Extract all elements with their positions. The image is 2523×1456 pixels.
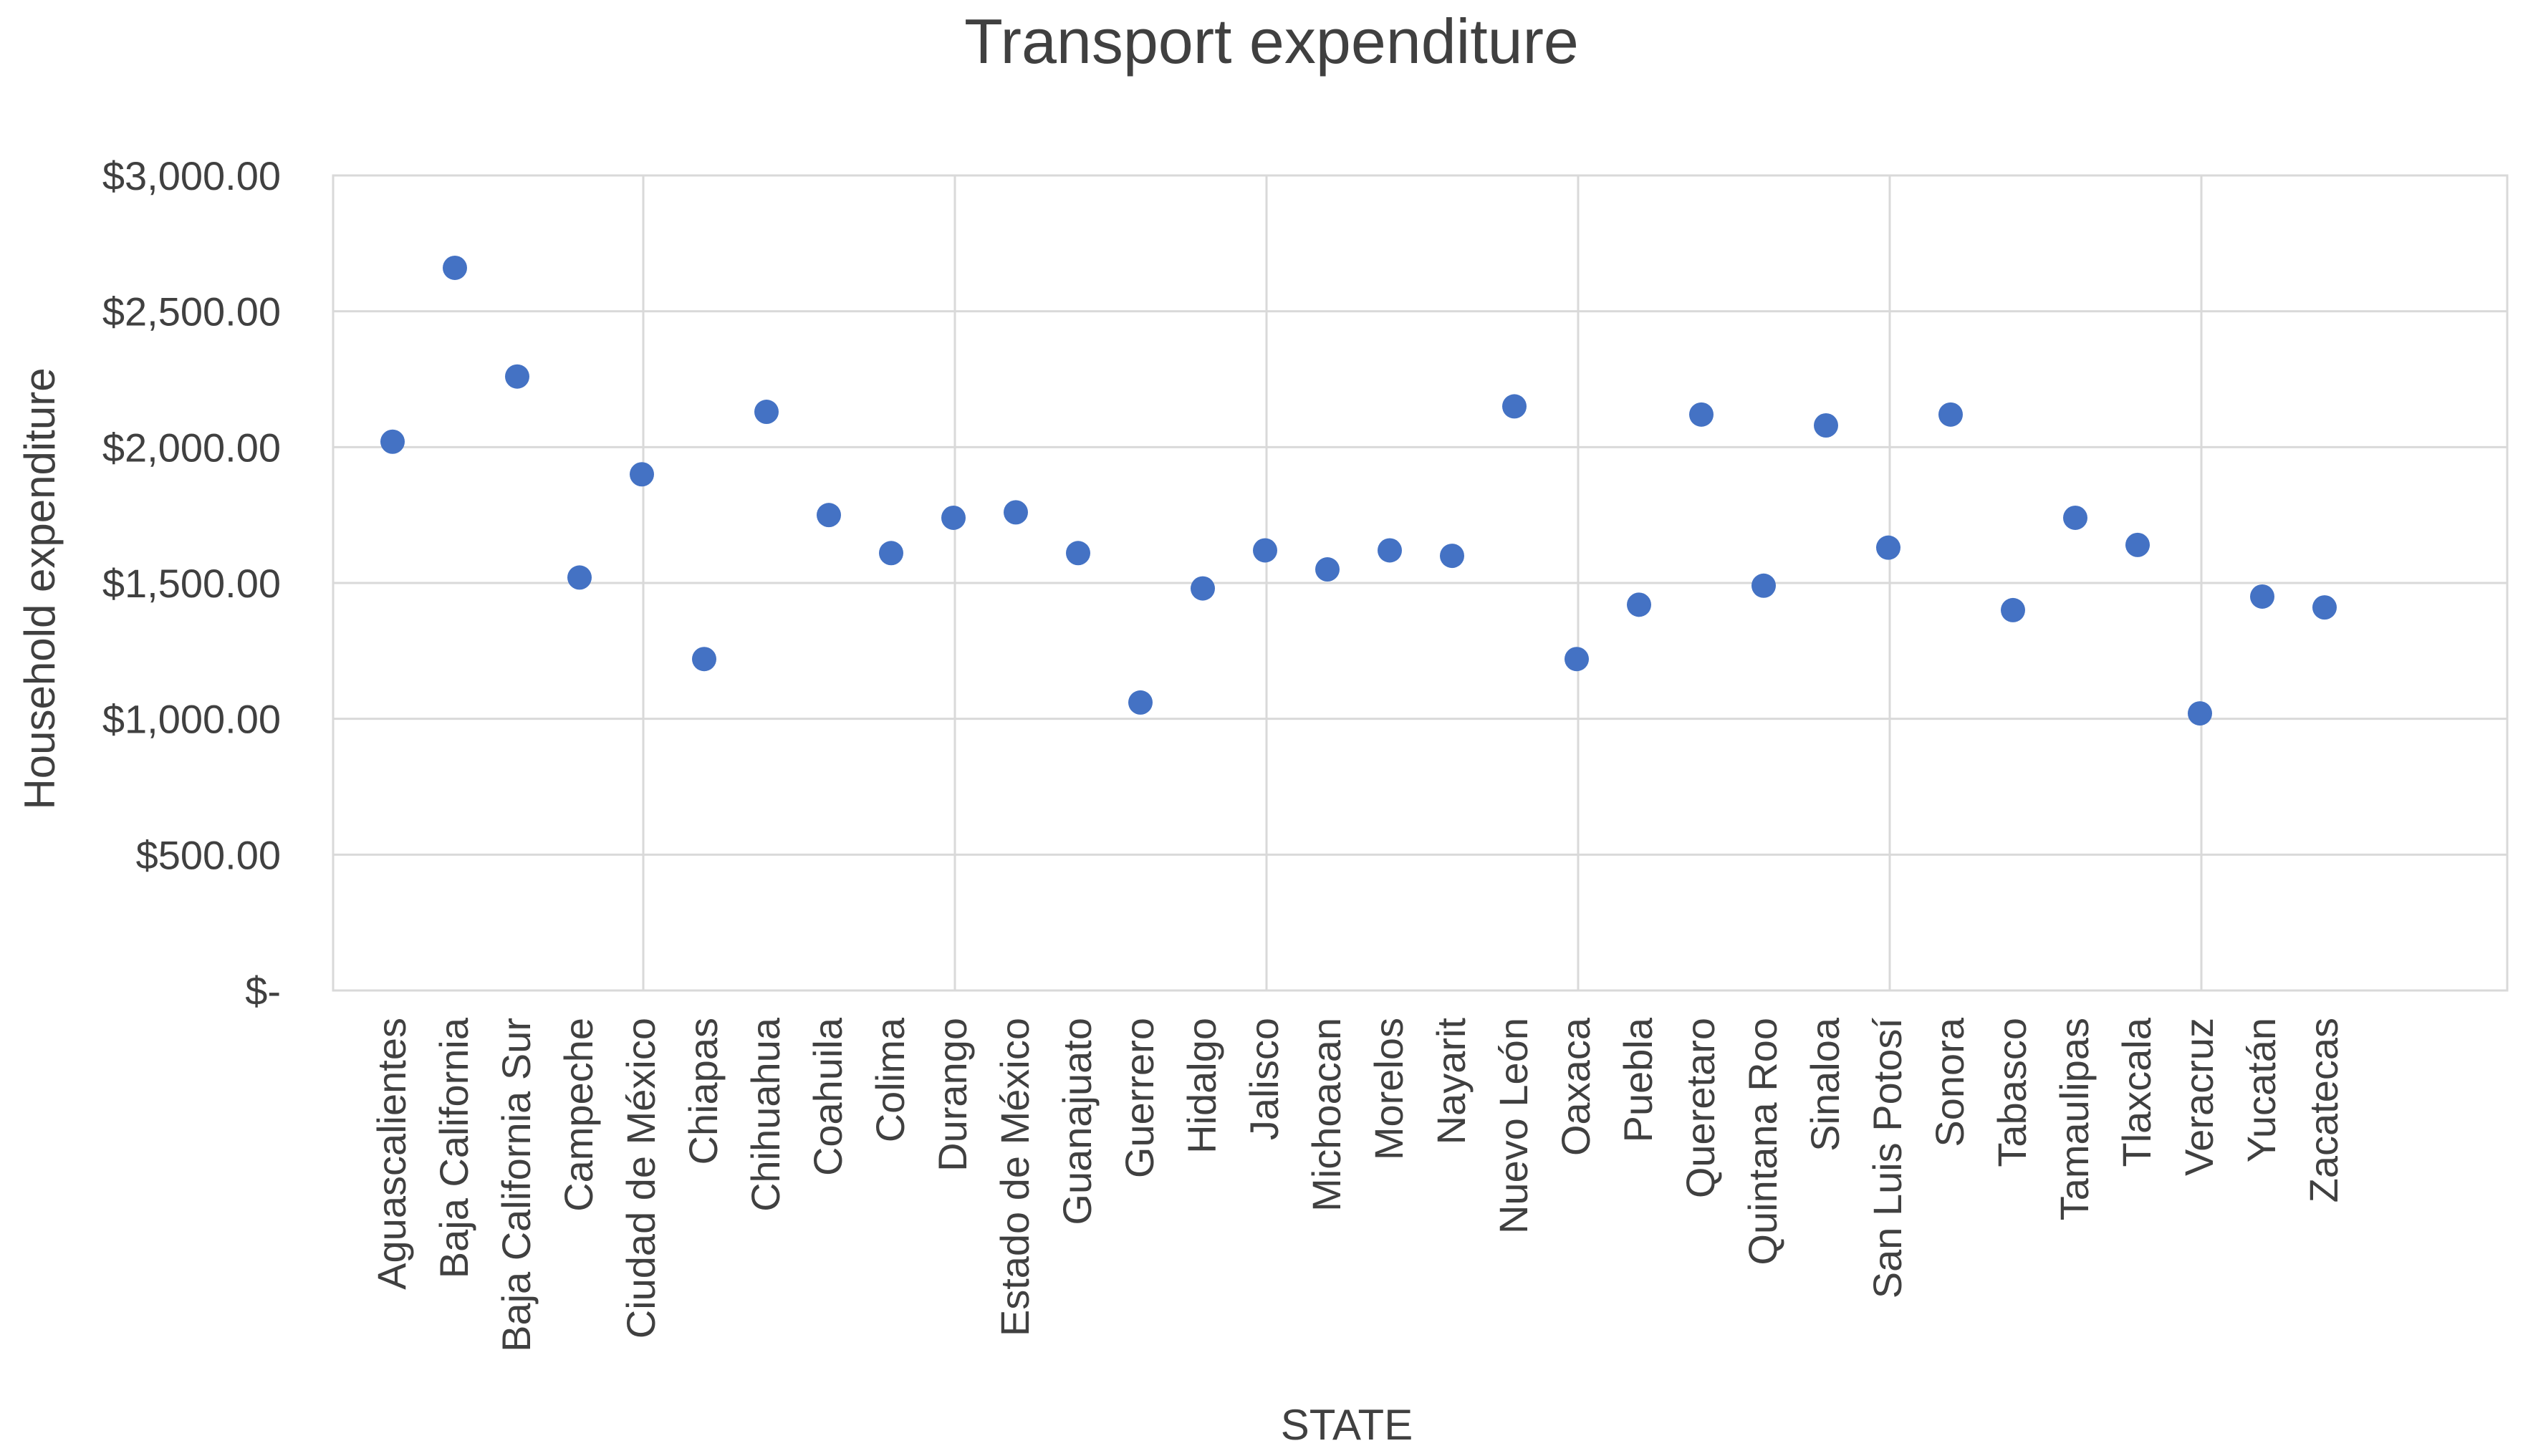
- data-point: [2312, 595, 2337, 620]
- x-tick-label: Yucatán: [2239, 1018, 2284, 1162]
- x-tick-label: Sonora: [1927, 1017, 1972, 1147]
- x-tick-label: Queretaro: [1678, 1018, 1723, 1198]
- data-point: [941, 505, 966, 530]
- data-point: [2125, 532, 2150, 557]
- x-tick-label: Morelos: [1366, 1018, 1411, 1160]
- data-point: [1378, 538, 1402, 563]
- x-tick-label: Campeche: [556, 1018, 601, 1212]
- plot-area-border: [332, 174, 2509, 992]
- x-tick-label: Michoacan: [1304, 1018, 1349, 1212]
- y-tick-label: $1,500.00: [102, 561, 281, 606]
- x-tick-label: San Luis Potosí: [1865, 1018, 1910, 1299]
- data-point: [754, 400, 779, 425]
- data-point: [630, 462, 654, 487]
- x-tick-label: Aguascalientes: [369, 1018, 414, 1290]
- y-tick-label: $-: [245, 968, 281, 1013]
- data-point: [692, 647, 716, 672]
- x-tick-label: Baja California Sur: [494, 1018, 539, 1352]
- data-point: [2188, 701, 2212, 726]
- x-tick-label: Tlaxcala: [2114, 1017, 2159, 1167]
- data-point: [879, 541, 903, 566]
- x-tick-label: Coahuila: [805, 1017, 850, 1176]
- data-point: [1128, 690, 1153, 715]
- y-tick-label: $2,000.00: [102, 425, 281, 470]
- x-tick-label: Chiapas: [681, 1018, 726, 1165]
- chart-title: Transport expenditure: [964, 6, 1579, 77]
- data-point: [2001, 597, 2025, 622]
- data-point: [2250, 584, 2274, 609]
- data-point: [1751, 573, 1776, 598]
- data-point: [443, 255, 467, 280]
- y-tick-label: $1,000.00: [102, 697, 281, 742]
- x-tick-label: Colima: [868, 1017, 913, 1142]
- data-point: [1938, 402, 1963, 427]
- data-point: [1502, 394, 1527, 419]
- x-tick-label: Baja California: [431, 1017, 476, 1278]
- data-point: [1253, 538, 1277, 563]
- grid-lines: [333, 174, 2507, 992]
- y-tick-label: $3,000.00: [102, 153, 281, 198]
- data-point: [1440, 544, 1464, 569]
- x-tick-label: Oaxaca: [1553, 1017, 1598, 1156]
- x-tick-label: Guanajuato: [1054, 1018, 1100, 1225]
- x-tick-label: Chihuahua: [743, 1017, 788, 1212]
- x-tick-label: Ciudad de México: [618, 1018, 663, 1339]
- x-tick-label: Nuevo León: [1491, 1018, 1536, 1234]
- data-point: [1689, 402, 1714, 427]
- data-point: [1627, 592, 1651, 617]
- x-tick-label: Quintana Roo: [1740, 1018, 1785, 1265]
- data-point: [1315, 557, 1340, 582]
- data-point: [2063, 505, 2087, 530]
- data-point: [1814, 413, 1838, 438]
- data-points: [380, 255, 2337, 726]
- x-tick-label: Tabasco: [1989, 1018, 2034, 1167]
- x-tick-label: Hidalgo: [1179, 1018, 1224, 1154]
- data-point: [817, 503, 841, 528]
- data-point: [1066, 541, 1090, 566]
- x-axis-title: STATE: [1281, 1401, 1413, 1449]
- x-tick-label: Estado de México: [992, 1018, 1037, 1336]
- y-tick-label: $2,500.00: [102, 289, 281, 334]
- y-tick-label: $500.00: [136, 832, 281, 877]
- data-point: [1004, 500, 1028, 525]
- data-point: [1876, 535, 1900, 560]
- x-axis-tick-labels: Aguascalientes Baja California Baja Califo…: [369, 1017, 2346, 1352]
- x-tick-label: Puebla: [1615, 1017, 1661, 1142]
- x-tick-label: Sinaloa: [1802, 1017, 1847, 1152]
- x-tick-label: Nayarit: [1428, 1018, 1474, 1145]
- x-tick-label: Veracruz: [2176, 1018, 2221, 1176]
- y-axis-tick-labels: $- $500.00 $1,000.00 $1,500.00 $2,000.00 $2,5…: [102, 153, 281, 1013]
- y-axis-title: Household expenditure: [16, 367, 64, 809]
- x-tick-label: Zacatecas: [2301, 1018, 2346, 1202]
- x-tick-label: Jalisco: [1241, 1018, 1287, 1140]
- data-point: [505, 364, 529, 389]
- x-tick-label: Durango: [930, 1018, 975, 1172]
- data-point: [380, 429, 405, 454]
- data-point: [567, 565, 592, 590]
- x-tick-label: Tamaulipas: [2052, 1018, 2097, 1220]
- x-tick-label: Guerrero: [1117, 1018, 1162, 1178]
- data-point: [1191, 576, 1215, 601]
- data-point: [1565, 647, 1589, 672]
